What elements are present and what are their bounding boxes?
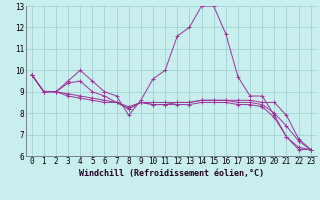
- X-axis label: Windchill (Refroidissement éolien,°C): Windchill (Refroidissement éolien,°C): [79, 169, 264, 178]
